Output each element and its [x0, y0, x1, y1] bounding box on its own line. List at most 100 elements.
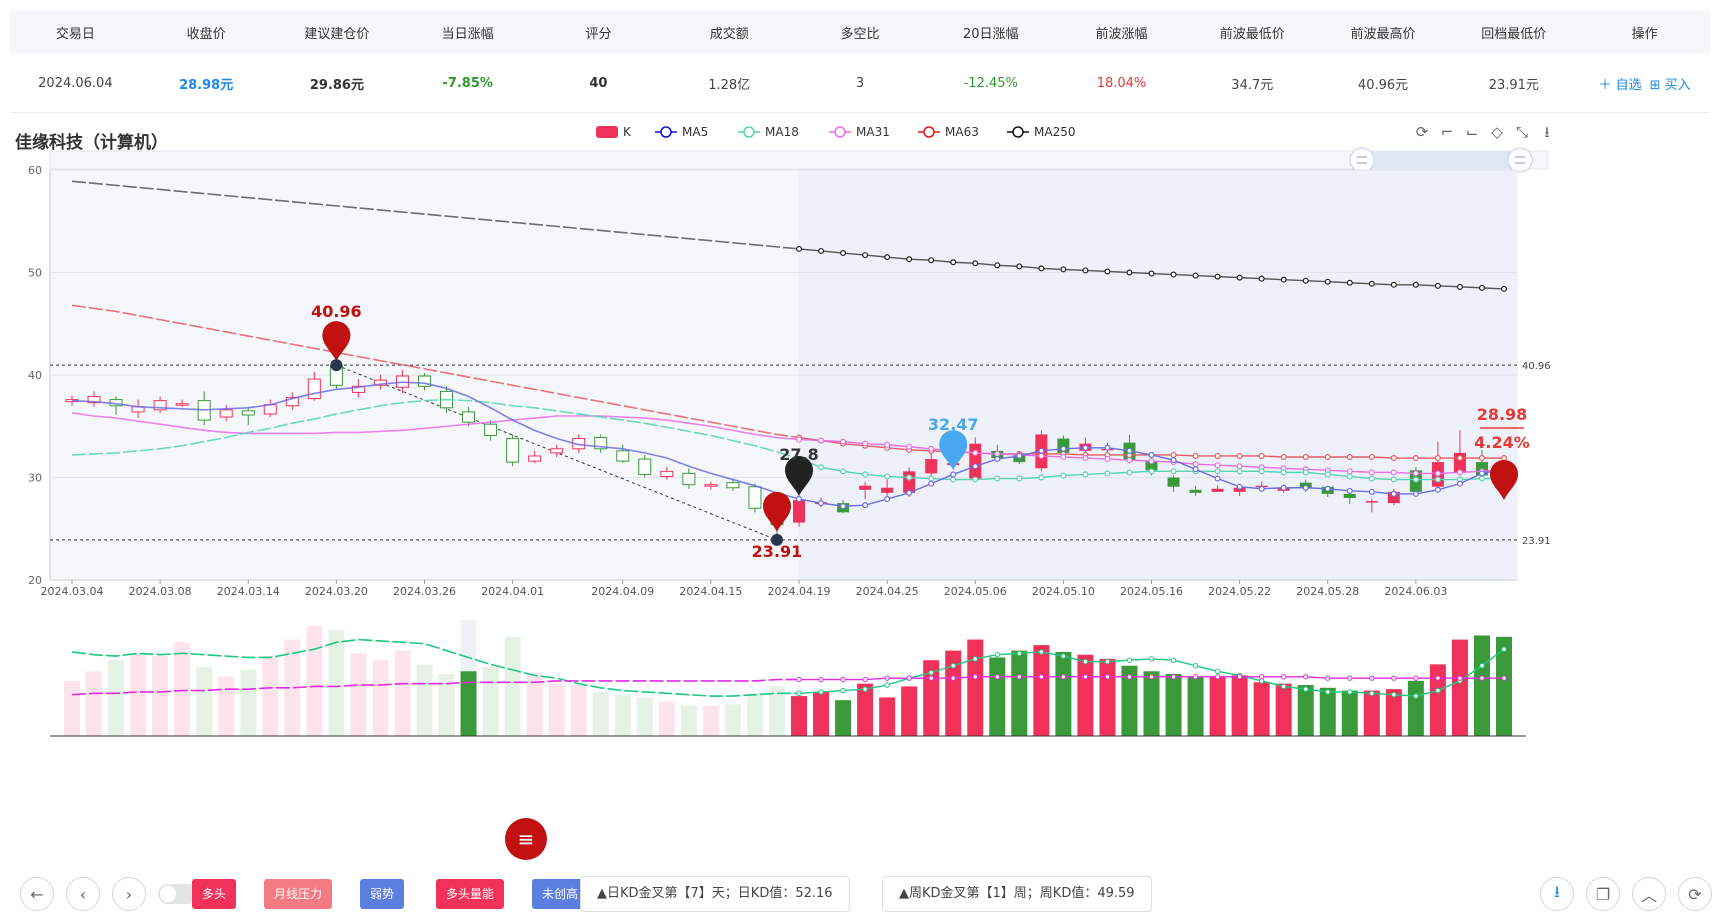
legend-swatch-dot [1012, 126, 1024, 138]
ma18-point [1434, 476, 1441, 483]
next-button[interactable]: › [112, 877, 146, 911]
volume-bar [1319, 687, 1336, 736]
refresh-icon[interactable]: ⟳ [1416, 123, 1429, 141]
marker-pin [785, 456, 814, 497]
signal-tag[interactable]: 未创高 [532, 879, 589, 909]
volume-bar [1077, 654, 1094, 736]
mode-toggle[interactable] [158, 884, 198, 904]
ma63-point [1346, 454, 1353, 461]
slider-handle[interactable] [1349, 147, 1375, 173]
marker-label: 40.96 [311, 302, 362, 321]
candle [153, 396, 167, 413]
volume_ma_a-point [1214, 668, 1221, 674]
volume-bar [945, 650, 962, 736]
volume_ma_b-point [1192, 674, 1199, 680]
ma5-point [1170, 457, 1177, 464]
ma5-point [884, 496, 891, 503]
table-header-cell: 前波最低价 [1186, 10, 1318, 54]
candle [329, 363, 343, 389]
ma18-point [1126, 469, 1133, 476]
candle-body [969, 443, 982, 479]
candle-body [528, 455, 542, 462]
ma18-point [1412, 476, 1419, 483]
chart-legend[interactable]: K MA5 MA18 MA31 MA63 MA250 [596, 125, 1075, 139]
legend-label: MA250 [1034, 125, 1075, 139]
candle [881, 479, 894, 496]
ma31-point [1214, 462, 1221, 469]
ma31-point [1346, 468, 1353, 475]
signal-tag[interactable]: 月线压力 [264, 879, 333, 909]
x-tick-label: 2024.04.15 [679, 585, 742, 598]
table-header-cell: 收盘价 [140, 10, 272, 54]
table-cell: 34.7元 [1186, 54, 1318, 113]
ma18-point [884, 473, 891, 480]
volume-bar [372, 660, 389, 736]
zoom-reset-icon[interactable]: ⌙ [1466, 123, 1479, 141]
menu-fab-button[interactable]: ≡ [505, 818, 547, 860]
volume_ma_b-point [884, 675, 890, 681]
fullscreen-icon[interactable]: ⤡ [1516, 123, 1528, 141]
x-tick-label: 2024.05.06 [944, 585, 1007, 598]
restore-icon[interactable]: ◇ [1491, 123, 1503, 141]
ma18-point [1390, 476, 1397, 483]
ma18-point [1148, 468, 1155, 475]
ma63-point [1258, 452, 1265, 459]
chart-toolbar[interactable]: ⟳ ⌐ ⌙ ◇ ⤡ ⭳ [1416, 123, 1550, 141]
candle-body [285, 397, 299, 407]
volume-bar [130, 653, 147, 736]
ma5-point [1302, 484, 1309, 491]
candle [682, 468, 696, 489]
zoom-area-icon[interactable]: ⌐ [1441, 123, 1454, 141]
candle [175, 399, 189, 407]
signal-tag[interactable]: 弱势 [360, 879, 405, 909]
ma5-point [1126, 447, 1133, 454]
stock-chart[interactable]: K MA5 MA18 MA31 MA63 MA250 ⟳ ⌐ ⌙ ◇ ⤡ ⭳ 20304050602… [0, 0, 1720, 870]
candle-body [1343, 493, 1356, 498]
y-tick-label: 50 [28, 267, 42, 280]
buy-button[interactable]: ⊞ 买入 [1649, 77, 1691, 93]
candle [726, 478, 740, 491]
data-zoom-slider[interactable] [49, 147, 1549, 173]
refresh-button[interactable]: ⟳ [1678, 877, 1712, 911]
slider-handle[interactable] [1507, 147, 1533, 173]
ma250-point [994, 262, 1001, 269]
volume_ma_b-point [1413, 675, 1419, 681]
add-watchlist-button[interactable]: ＋ 自选 [1598, 77, 1642, 93]
table-cell: 40.96元 [1317, 54, 1449, 113]
volume-bar [1341, 690, 1358, 736]
x-tick-label: 2024.05.16 [1120, 585, 1183, 598]
legend-item: K [596, 125, 632, 139]
legend-item: MA5 [655, 125, 708, 139]
ma5-point [1258, 485, 1265, 492]
volume-bar [967, 639, 984, 736]
copy-button[interactable]: ❐ [1586, 877, 1620, 911]
volume_ma_b-line-past [71, 678, 800, 696]
ma250-point [1214, 273, 1221, 280]
price-markers: 40.96 23.91 27.8 32.47 28.98 4.24% [311, 302, 1530, 561]
ma5-point [994, 456, 1001, 463]
volume_ma_a-point [1104, 658, 1111, 665]
volume_ma_a-point [1413, 693, 1419, 699]
back-button[interactable]: ← [20, 877, 54, 911]
ma5-point [906, 489, 913, 496]
prev-button[interactable]: ‹ [66, 877, 100, 911]
download-button[interactable]: ⭳ [1540, 877, 1574, 911]
volume-bar [174, 642, 191, 736]
ma250-point [1148, 270, 1155, 277]
y-tick-label: 30 [28, 472, 42, 485]
volume_ma_a-point [928, 669, 934, 676]
scroll-top-button[interactable]: ︿ [1632, 877, 1666, 911]
ma31-point [1412, 470, 1419, 477]
candle [704, 481, 718, 490]
volume-bar [1187, 676, 1204, 736]
ma5-point [1060, 445, 1067, 452]
download-icon[interactable]: ⭳ [1544, 123, 1549, 141]
signal-tag[interactable]: 多头量能 [436, 879, 505, 909]
volume_ma_a-point [972, 656, 978, 662]
ma250-point [1302, 277, 1309, 284]
candle [87, 391, 101, 407]
x-tick-label: 2024.05.10 [1032, 585, 1095, 598]
volume-bar [306, 625, 323, 736]
signal-tag[interactable]: 多头 [192, 879, 237, 909]
ma250-point [1412, 281, 1419, 288]
